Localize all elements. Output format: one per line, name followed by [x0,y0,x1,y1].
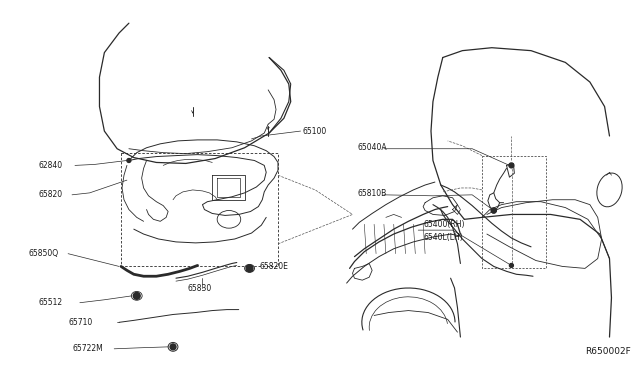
Circle shape [133,292,140,299]
Circle shape [492,208,496,213]
Text: 65722M: 65722M [72,344,103,353]
Text: 65040A: 65040A [357,143,387,152]
Text: 65512: 65512 [38,298,63,307]
Circle shape [492,208,496,213]
Text: 65810B: 65810B [357,189,387,198]
Text: 65820: 65820 [38,190,63,199]
Text: 65850Q: 65850Q [29,249,59,258]
Circle shape [246,265,253,272]
Circle shape [509,263,513,267]
Circle shape [509,163,514,168]
Circle shape [170,344,176,350]
Text: 65100: 65100 [303,126,327,135]
Text: 62840: 62840 [38,161,63,170]
Text: 6540L(LH): 6540L(LH) [423,232,463,241]
Text: 65710: 65710 [68,318,92,327]
Text: 65820E: 65820E [259,262,288,271]
Text: 65830: 65830 [188,283,212,292]
Text: R650002F: R650002F [585,347,631,356]
Text: 65400(RH): 65400(RH) [423,220,465,229]
Circle shape [127,158,131,163]
